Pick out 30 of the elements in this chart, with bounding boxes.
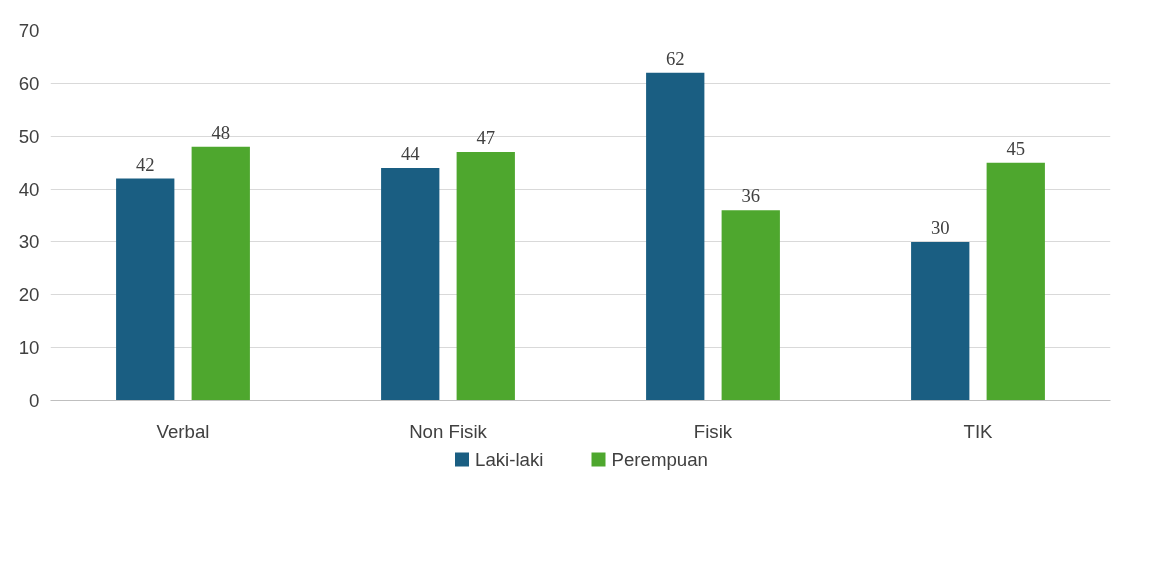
data-label: 44	[400, 142, 421, 164]
bar	[986, 162, 1045, 401]
data-label: 47	[476, 127, 496, 149]
data-label: 36	[741, 185, 761, 207]
bar	[456, 152, 515, 401]
legend-label: Perempuan	[611, 449, 708, 470]
bar	[911, 241, 970, 401]
x-tick-label: TIK	[963, 420, 994, 442]
y-tick-label: 70	[18, 20, 40, 41]
data-label: 62	[665, 47, 685, 69]
x-tick-label: Fisik	[693, 420, 733, 442]
data-label: 42	[135, 153, 155, 175]
bar	[721, 210, 780, 401]
bar	[381, 167, 440, 401]
bar	[191, 146, 250, 401]
x-tick-label: Non Fisik	[409, 420, 488, 442]
legend-label: Laki-laki	[475, 449, 544, 470]
bar	[116, 178, 175, 401]
y-tick-label: 60	[18, 72, 40, 94]
x-tick-label: Verbal	[156, 420, 210, 442]
y-tick-label: 20	[18, 284, 40, 306]
data-label: 30	[930, 216, 950, 238]
y-tick-label: 30	[18, 231, 40, 253]
data-label: 45	[1006, 137, 1026, 159]
y-tick-label: 40	[18, 178, 40, 200]
bar	[646, 72, 705, 401]
y-tick-label: 10	[18, 337, 40, 359]
y-tick-label: 0	[29, 390, 40, 411]
data-label: 48	[211, 121, 231, 143]
y-tick-label: 50	[18, 125, 40, 147]
